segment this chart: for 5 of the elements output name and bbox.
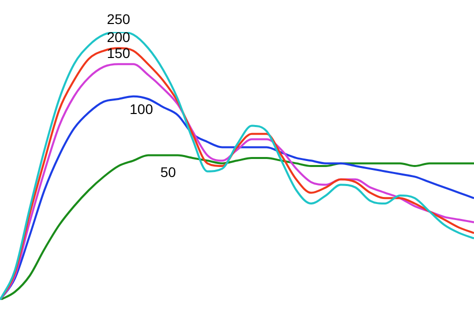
series-label: 100: [130, 101, 154, 118]
series-label: 150: [106, 45, 130, 62]
series-label: 250: [106, 10, 130, 27]
series-label: 200: [106, 28, 130, 45]
series-label: 50: [160, 164, 176, 180]
